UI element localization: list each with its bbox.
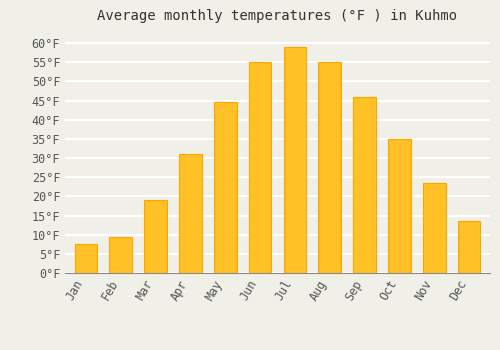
Bar — [214, 103, 236, 273]
Bar — [144, 200, 167, 273]
Bar — [74, 244, 97, 273]
Bar — [388, 139, 410, 273]
Bar — [458, 221, 480, 273]
Bar — [423, 183, 446, 273]
Bar — [354, 97, 376, 273]
Bar — [318, 62, 341, 273]
Title: Average monthly temperatures (°F ) in Kuhmo: Average monthly temperatures (°F ) in Ku… — [98, 9, 458, 23]
Bar — [284, 47, 306, 273]
Bar — [249, 62, 272, 273]
Bar — [110, 237, 132, 273]
Bar — [179, 154, 202, 273]
